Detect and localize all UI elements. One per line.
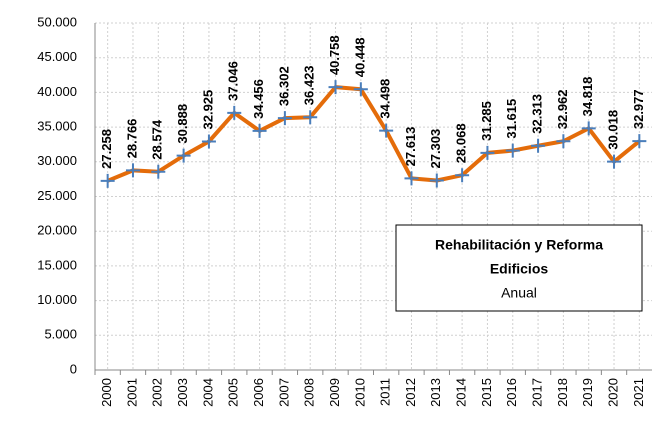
x-tick-label: 2010 xyxy=(352,378,367,407)
data-label: 32.977 xyxy=(631,89,646,129)
y-tick-label: 25.000 xyxy=(37,188,77,203)
y-tick-label: 15.000 xyxy=(37,257,77,272)
x-tick-label: 2008 xyxy=(302,378,317,407)
x-tick-label: 2014 xyxy=(454,378,469,407)
data-label: 31.285 xyxy=(479,101,494,141)
x-tick-label: 2011 xyxy=(378,378,393,406)
marker xyxy=(607,154,622,169)
marker xyxy=(125,163,140,178)
data-label: 32.313 xyxy=(530,94,545,134)
annotation-title: Edificios xyxy=(490,261,549,277)
marker xyxy=(328,80,343,95)
x-tick-label: 2019 xyxy=(580,378,595,407)
data-label: 34.498 xyxy=(378,79,393,119)
marker xyxy=(429,173,444,188)
marker xyxy=(151,164,166,179)
marker xyxy=(531,138,546,153)
data-label: 36.423 xyxy=(302,65,317,105)
x-tick-label: 2013 xyxy=(428,378,443,407)
y-tick-label: 40.000 xyxy=(37,84,77,99)
marker xyxy=(353,82,368,97)
y-tick-label: 35.000 xyxy=(37,119,77,134)
y-tick-label: 20.000 xyxy=(37,223,77,238)
data-label: 34.818 xyxy=(580,77,595,117)
x-tick-label: 2000 xyxy=(99,378,114,407)
marker xyxy=(303,110,318,125)
line xyxy=(106,85,641,183)
x-tick-label: 2015 xyxy=(479,378,494,407)
x-tick-label: 2003 xyxy=(175,378,190,407)
marker xyxy=(404,171,419,186)
x-tick-label: 2017 xyxy=(530,378,545,407)
x-tick-label: 2006 xyxy=(251,378,266,407)
x-tick-label: 2021 xyxy=(631,378,646,407)
marker xyxy=(505,143,520,158)
x-tick-label: 2004 xyxy=(200,378,215,407)
marker xyxy=(379,123,394,138)
x-tick-label: 2009 xyxy=(327,378,342,407)
data-label: 32.962 xyxy=(555,89,570,129)
x-tick-label: 2018 xyxy=(555,378,570,407)
marker xyxy=(176,148,191,163)
data-label: 27.258 xyxy=(99,129,114,169)
y-tick-label: 10.000 xyxy=(37,292,77,307)
x-tick-label: 2020 xyxy=(605,378,620,407)
x-tick-label: 2001 xyxy=(124,378,139,407)
data-label: 31.615 xyxy=(504,99,519,139)
data-label: 30.888 xyxy=(175,104,190,144)
annotation-subtitle: Anual xyxy=(501,285,537,301)
data-label: 40.758 xyxy=(327,35,342,75)
data-label: 37.046 xyxy=(226,61,241,101)
y-tick-label: 0 xyxy=(70,361,77,376)
y-tick-label: 30.000 xyxy=(37,153,77,168)
data-label: 34.456 xyxy=(251,79,266,119)
x-tick-label: 2012 xyxy=(403,378,418,407)
x-tick-label: 2005 xyxy=(226,378,241,407)
data-label: 40.448 xyxy=(352,38,367,78)
data-label: 28.766 xyxy=(124,119,139,159)
marker xyxy=(227,105,242,120)
y-tick-label: 5.000 xyxy=(44,327,77,342)
data-label: 28.574 xyxy=(150,119,165,160)
marker xyxy=(581,121,596,136)
data-label: 28.068 xyxy=(454,123,469,163)
x-tick-label: 2016 xyxy=(504,378,519,407)
marker xyxy=(480,145,495,160)
data-label: 36.302 xyxy=(276,66,291,106)
data-label: 30.018 xyxy=(605,110,620,150)
y-tick-label: 45.000 xyxy=(37,49,77,64)
marker xyxy=(100,173,115,188)
data-label: 32.925 xyxy=(200,90,215,130)
data-label: 27.613 xyxy=(403,127,418,167)
x-tick-label: 2007 xyxy=(276,378,291,407)
marker xyxy=(556,134,571,149)
y-tick-label: 50.000 xyxy=(37,14,77,29)
data-label: 27.303 xyxy=(428,129,443,169)
marker xyxy=(277,111,292,126)
annotation-title: Rehabilitación y Reforma xyxy=(435,237,603,253)
annotation-box xyxy=(395,224,643,312)
marker xyxy=(252,123,267,138)
x-tick-label: 2002 xyxy=(150,378,165,407)
marker xyxy=(632,134,647,149)
marker xyxy=(455,168,470,183)
marker xyxy=(201,134,216,149)
